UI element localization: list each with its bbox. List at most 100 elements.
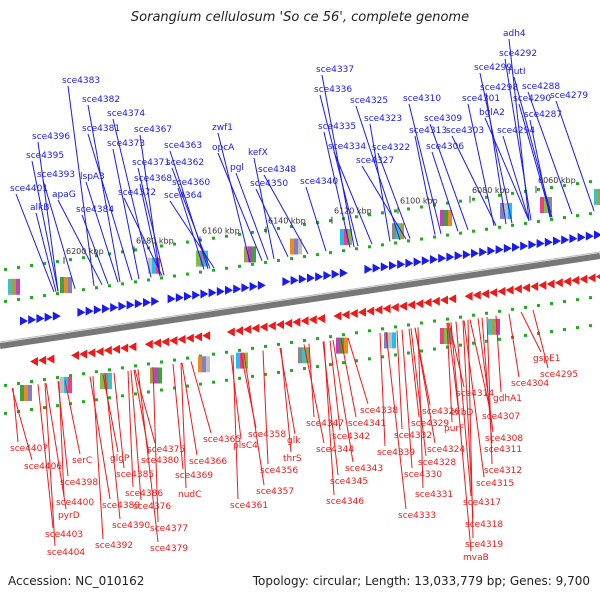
leader-line-sce4372 <box>123 197 163 276</box>
gene-label-sce4365: sce4365 <box>203 435 241 445</box>
outer-forward-tick <box>446 201 449 205</box>
outer-forward-tick <box>355 215 358 219</box>
leader-line-sce4392 <box>92 376 104 540</box>
leader-line-sce4336 <box>319 94 359 247</box>
inner-reverse-tick <box>329 335 332 339</box>
gene-label-sce4379: sce4379 <box>150 544 188 554</box>
inner-reverse-tick <box>290 341 293 344</box>
reverse-gene-arrow <box>522 283 530 293</box>
inner-reverse-tick <box>147 362 150 366</box>
gene-category-block <box>148 257 152 274</box>
gene-label-sce4382: sce4382 <box>82 95 120 105</box>
gene-category-block <box>344 337 348 354</box>
gene-label-sce4292: sce4292 <box>499 49 537 59</box>
gene-label-sce4326: sce4326 <box>422 407 460 417</box>
genome-axis-highlight <box>0 251 600 343</box>
forward-gene-arrow <box>77 307 86 317</box>
inner-reverse-tick <box>472 313 475 317</box>
leader-line-sce4377 <box>152 367 159 523</box>
leader-line-sce4313 <box>414 135 436 235</box>
genome-axis <box>0 253 600 349</box>
inner-reverse-tick <box>407 323 410 327</box>
reverse-gene-arrow <box>153 338 161 348</box>
leader-line-sce4358 <box>240 353 257 429</box>
reverse-gene-arrow <box>505 285 514 295</box>
gene-label-zwf1: zwf1 <box>212 123 233 133</box>
forward-gene-arrow <box>413 257 422 267</box>
reverse-gene-arrow <box>415 299 424 309</box>
leader-line-sce4395 <box>31 160 59 292</box>
forward-gene-arrow <box>175 293 184 303</box>
gene-label-sce4345: sce4345 <box>330 477 368 487</box>
outer-reverse-tick <box>69 402 72 406</box>
leader-line-sce4385 <box>113 372 125 469</box>
gene-category-block <box>68 277 72 293</box>
gene-label-sce4368: sce4368 <box>134 174 172 184</box>
gene-label-exbd: exbD <box>450 408 473 418</box>
inner-forward-tick <box>316 253 319 257</box>
forward-gene-arrow <box>520 241 529 251</box>
gene-category-block <box>154 367 158 384</box>
forward-gene-arrow <box>241 283 250 293</box>
gene-label-sce4314: sce4314 <box>456 389 494 399</box>
inner-forward-tick <box>121 282 124 286</box>
reverse-gene-arrow <box>595 274 600 279</box>
gene-label-sce4350: sce4350 <box>250 179 288 189</box>
gene-label-sce4385: sce4385 <box>116 470 154 480</box>
leader-line-sce4307 <box>469 319 491 411</box>
leader-line-sce4323 <box>369 123 391 242</box>
kbp-tick-label: 6080 kbp <box>472 186 510 195</box>
inner-reverse-tick <box>524 305 527 309</box>
gene-category-block <box>396 223 400 240</box>
leader-line-zwf1 <box>217 132 251 263</box>
reverse-gene-arrow <box>497 286 506 296</box>
gene-category-block <box>12 278 16 295</box>
reverse-gene-arrow <box>276 320 284 330</box>
forward-gene-arrow <box>134 299 143 309</box>
gene-label-sce4363: sce4363 <box>164 141 202 151</box>
gene-label-alkb: alkB <box>30 203 49 213</box>
gene-label-sce4407: sce4407 <box>10 444 48 454</box>
inner-reverse-tick <box>511 307 514 311</box>
forward-gene-arrow <box>561 235 570 245</box>
leader-line-alkb <box>35 212 57 292</box>
inner-reverse-tick <box>381 327 384 331</box>
leader-line-gdha1 <box>495 315 502 393</box>
inner-forward-tick <box>459 231 462 235</box>
reverse-gene-arrow <box>161 337 170 347</box>
leader-line-sce4376 <box>130 370 142 501</box>
inner-forward-tick <box>303 255 306 259</box>
forward-gene-arrow <box>167 294 176 304</box>
reverse-gene-arrow <box>87 348 96 358</box>
forward-gene-arrow <box>536 239 545 249</box>
gene-label-layer: adh4sce4292sce4299hutIsce4288sce4298sce4… <box>10 29 588 563</box>
outer-forward-tick <box>407 207 410 211</box>
forward-gene-arrow <box>389 261 397 271</box>
reverse-gene-arrow <box>366 306 375 316</box>
outer-reverse-tick <box>342 361 345 365</box>
gene-label-sce4367: sce4367 <box>134 125 172 135</box>
gene-category-block <box>392 332 396 349</box>
reverse-gene-arrow <box>489 288 498 298</box>
leader-line-sce4292 <box>504 58 532 221</box>
gene-category-block <box>252 246 256 263</box>
leader-line-sce4369 <box>172 364 184 470</box>
gene-label-sce4380: sce4380 <box>141 456 179 466</box>
forward-gene-arrow <box>233 284 242 294</box>
gene-label-sce4358: sce4358 <box>248 430 286 440</box>
leader-line-sce4356 <box>262 350 269 465</box>
inner-forward-tick <box>589 212 592 216</box>
gene-label-sce4362: sce4362 <box>166 158 204 168</box>
leader-line-sce4294 <box>502 135 530 221</box>
leader-line-sce4312 <box>486 316 493 465</box>
leader-line-sce4330 <box>401 329 413 469</box>
inner-forward-tick <box>329 251 332 255</box>
gene-label-gspe1: gspE1 <box>533 354 561 364</box>
leader-line-mvab <box>450 322 472 552</box>
inner-reverse-tick <box>589 296 592 300</box>
inner-forward-tick <box>4 299 7 303</box>
forward-gene-arrow <box>594 230 600 240</box>
inner-reverse-tick <box>199 354 202 358</box>
gene-category-block <box>20 385 24 401</box>
inner-forward-tick <box>277 258 280 262</box>
